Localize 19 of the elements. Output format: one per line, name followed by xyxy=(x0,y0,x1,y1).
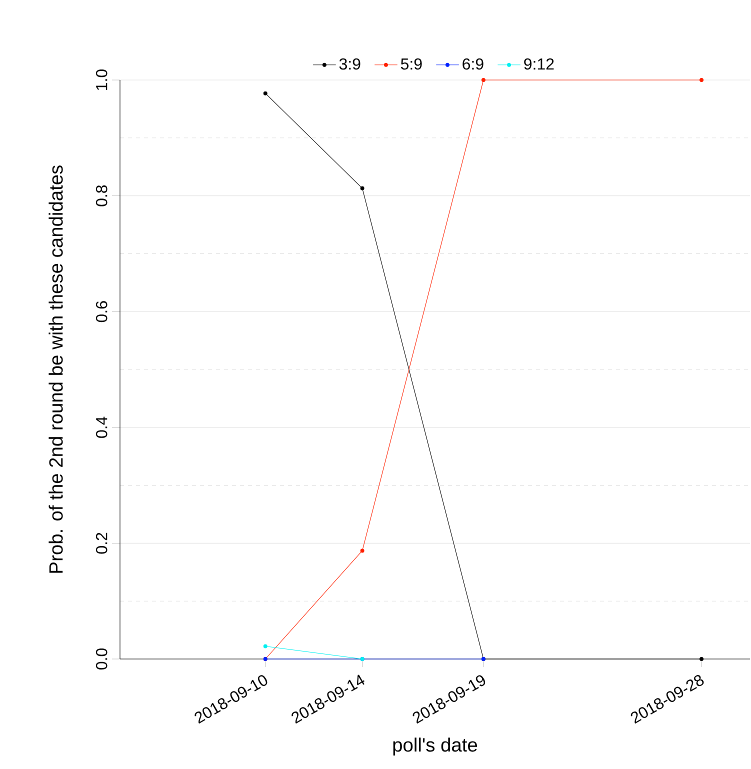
legend-label: 5:9 xyxy=(400,58,422,70)
y-axis-title: Prob. of the 2nd round be with these candidates xyxy=(48,166,63,573)
y-tick-label: 0.6 xyxy=(96,301,108,322)
y-tick-label: 0.8 xyxy=(96,185,108,206)
y-tick-label: 0.2 xyxy=(96,532,108,554)
y-tick-label: 0.0 xyxy=(96,648,108,670)
y-tick-label: 0.4 xyxy=(96,416,108,438)
point xyxy=(481,78,486,82)
x-axis-title: poll's date xyxy=(393,738,478,756)
legend-label: 3:9 xyxy=(339,58,360,70)
point xyxy=(360,186,364,190)
legend-label: 9:12 xyxy=(524,58,554,70)
point xyxy=(700,656,704,661)
y-tick-label: 1.0 xyxy=(96,70,108,90)
point xyxy=(360,548,364,553)
point xyxy=(263,91,268,96)
legend-label: 6:9 xyxy=(462,58,484,70)
point xyxy=(263,644,268,648)
point xyxy=(700,78,704,82)
